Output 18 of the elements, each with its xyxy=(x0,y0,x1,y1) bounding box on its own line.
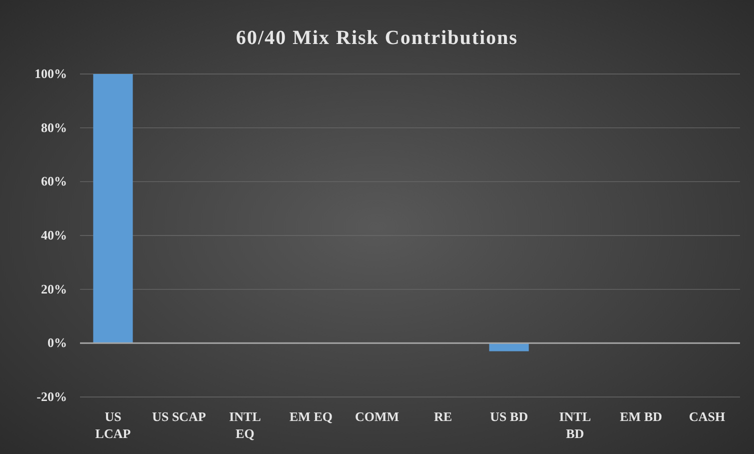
x-tick-label: INTL BD xyxy=(559,409,592,441)
y-tick-label: 40% xyxy=(41,228,67,242)
x-tick-label: EM EQ xyxy=(290,409,332,424)
x-tick-label: US BD xyxy=(490,409,528,424)
x-tick-label: INTL EQ xyxy=(229,409,262,441)
y-tick-label: 80% xyxy=(41,120,67,135)
x-tick-label: EM BD xyxy=(620,409,662,424)
x-tick-label: CASH xyxy=(688,409,726,424)
x-tick-label: US SCAP xyxy=(152,409,206,424)
x-tick-label: COMM xyxy=(354,409,400,424)
y-tick-label: 20% xyxy=(41,281,67,296)
y-tick-label: 100% xyxy=(34,66,67,81)
chart-title: 60/40 Mix Risk Contributions xyxy=(236,27,518,49)
y-tick-label: 60% xyxy=(41,174,67,189)
y-tick-label: 0% xyxy=(48,335,67,350)
x-tick-label: RE xyxy=(434,409,452,424)
x-tick-label: US LCAP xyxy=(95,409,131,441)
y-tick-label: -20% xyxy=(36,389,67,404)
